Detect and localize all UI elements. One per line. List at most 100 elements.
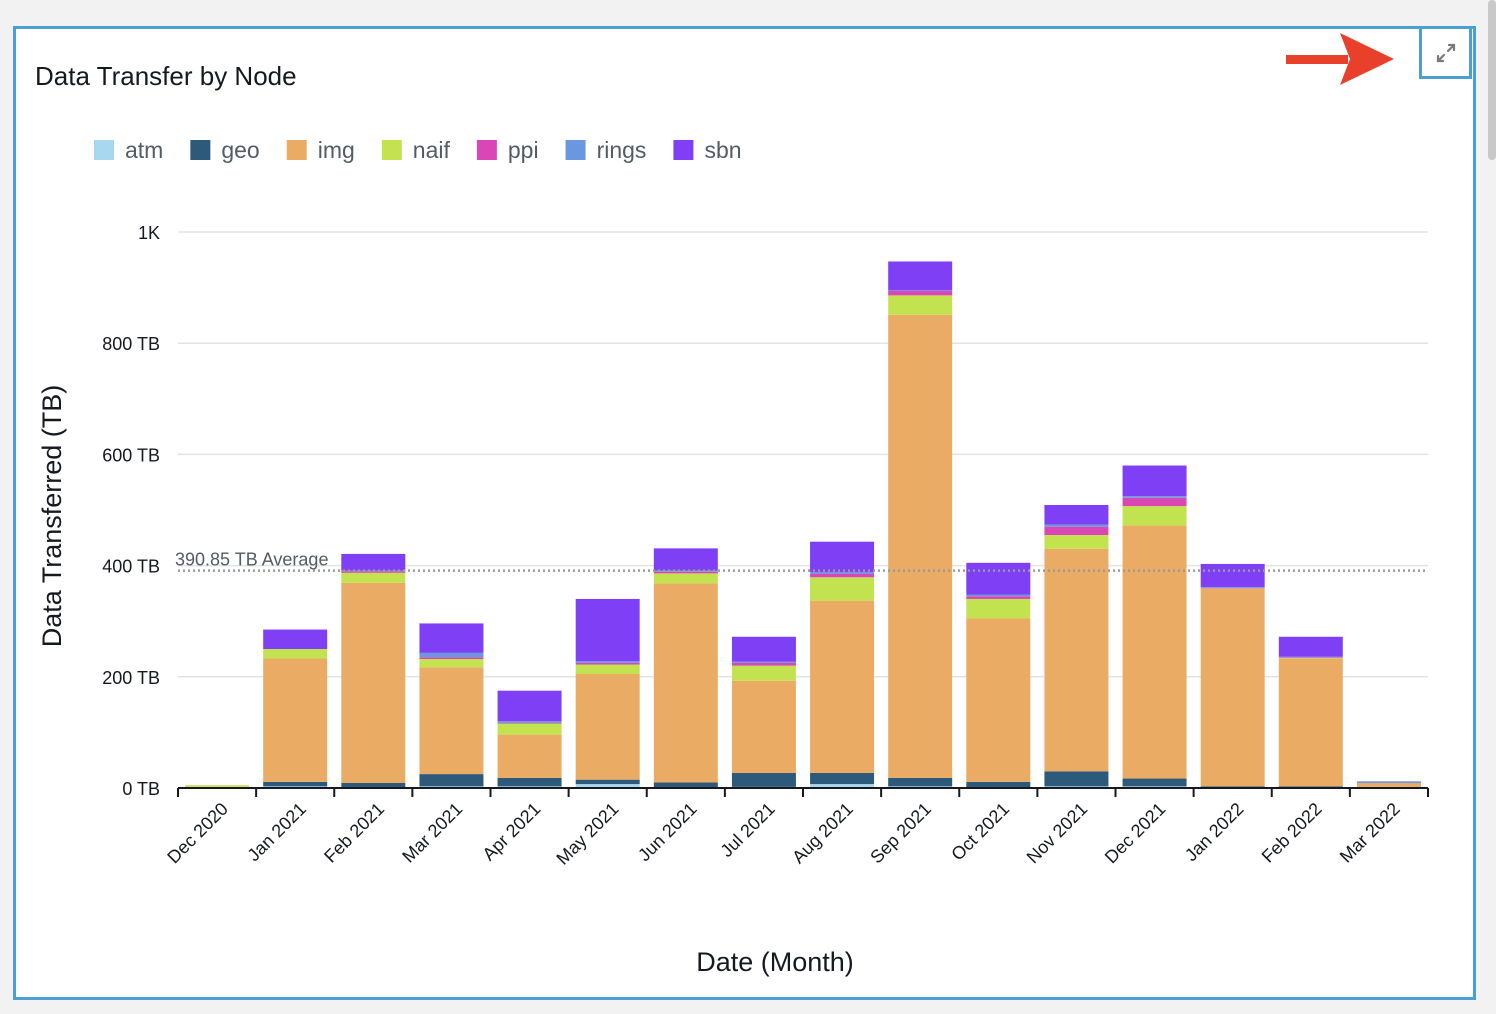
legend-label-img: img <box>318 137 355 163</box>
bar-segment-geo <box>419 774 484 787</box>
legend-swatch-rings <box>565 140 586 160</box>
bar-segment-naif <box>263 649 328 659</box>
bar-segment-naif <box>497 723 562 735</box>
legend-label-ppi: ppi <box>508 137 539 163</box>
bar-segment-rings <box>1356 781 1421 783</box>
chart-panel: Data Transfer by Node atm geo img naif ppi ri… <box>13 26 1476 1000</box>
bar-segment-geo <box>888 777 953 787</box>
bar-segment-sbn <box>653 548 718 571</box>
bar-segment-img <box>575 674 640 780</box>
legend-swatch-ppi <box>476 140 497 160</box>
bar-segment-sbn <box>1122 465 1187 497</box>
bar-segment-naif <box>419 659 484 668</box>
x-tick-label: Sep 2021 <box>866 799 935 868</box>
bar-segment-sbn <box>575 598 640 662</box>
stacked-bar-chart: atm geo img naif ppi rings sbn 0 TB 200 TB 400 TB… <box>37 137 1429 977</box>
bar-segment-rings <box>1044 524 1109 527</box>
y-axis-title: Data Transferred (TB) <box>37 385 67 648</box>
bar-segment-naif <box>1200 588 1265 589</box>
bar-segment-ppi <box>1122 497 1187 507</box>
panel-title: Data Transfer by Node <box>35 61 297 91</box>
bar-segment-geo <box>497 777 562 787</box>
legend-label-sbn: sbn <box>704 137 741 163</box>
bar-segment-img <box>1200 588 1265 787</box>
x-tick-label: Aug 2021 <box>788 799 857 868</box>
x-tick-label: Jan 2021 <box>243 799 310 866</box>
bar-segment-sbn <box>966 562 1031 595</box>
bar-segment-rings <box>966 594 1031 597</box>
bar-segment-img <box>1122 525 1187 779</box>
bar-segment-geo <box>1200 786 1265 788</box>
y-tick-label: 400 TB <box>102 557 160 577</box>
legend-label-atm: atm <box>125 137 163 163</box>
bar-segment-img <box>653 583 718 783</box>
x-tick-label: Mar 2021 <box>398 799 466 867</box>
x-tick-label: Apr 2021 <box>479 799 545 865</box>
bar-segment-sbn <box>810 541 875 573</box>
bar-segment-atm <box>575 784 640 788</box>
bar-segment-rings <box>1278 656 1343 658</box>
x-tick-label: Nov 2021 <box>1023 799 1092 868</box>
bar-segment-sbn <box>888 261 953 291</box>
bar-segment-naif <box>1044 535 1109 549</box>
x-tick-label: Mar 2022 <box>1336 799 1404 867</box>
bar-segment-rings <box>810 572 875 574</box>
x-axis-title: Date (Month) <box>696 947 854 977</box>
bar-segment-img <box>497 734 562 778</box>
bar-segment-geo <box>810 772 875 785</box>
bar-segment-rings <box>653 570 718 572</box>
x-tick-label: Feb 2022 <box>1258 799 1326 867</box>
bar-segment-geo <box>1278 786 1343 788</box>
legend-label-geo: geo <box>221 137 259 163</box>
y-tick-label: 800 TB <box>102 334 160 354</box>
bar-segment-ppi <box>653 571 718 574</box>
bar-segment-naif <box>575 664 640 675</box>
bar-segment-img <box>1044 548 1109 772</box>
bar-segment-sbn <box>1044 504 1109 525</box>
bar-segment-img <box>810 600 875 773</box>
bar-segment-ppi <box>731 662 796 666</box>
bar-segment-ppi <box>888 290 953 296</box>
bar-segment-ppi <box>341 571 406 573</box>
bar-segment-naif <box>1278 657 1343 659</box>
bar-segment-ppi <box>1200 587 1265 589</box>
expand-button[interactable] <box>1419 26 1472 79</box>
bar-segment-rings <box>419 652 484 658</box>
bar-segment-sbn <box>1278 636 1343 657</box>
bar-segment-img <box>966 618 1031 782</box>
average-label: 390.85 TB Average <box>175 550 328 570</box>
bar-segment-img <box>263 658 328 782</box>
bar-segment-img <box>419 667 484 775</box>
x-tick-label: May 2021 <box>552 799 622 869</box>
bar-segment-naif <box>731 665 796 681</box>
x-tick-label: Feb 2021 <box>320 799 388 867</box>
bar-segment-img <box>888 314 953 778</box>
bar-segment-naif <box>341 572 406 583</box>
bar-segment-naif <box>966 598 1031 619</box>
bar-segment-geo <box>966 781 1031 788</box>
bar-segment-ppi <box>966 596 1031 599</box>
x-tick-label: Jun 2021 <box>634 799 701 866</box>
bar-segment-sbn <box>731 636 796 662</box>
bar-segment-ppi <box>1044 526 1109 536</box>
bar-segment-ppi <box>419 657 484 660</box>
bar-segment-img <box>1356 782 1421 787</box>
bar-segment-geo <box>263 781 328 787</box>
bar-segment-rings <box>497 721 562 723</box>
bar-segment-img <box>341 582 406 783</box>
bar-segment-geo <box>1122 778 1187 787</box>
bar-segment-naif <box>653 573 718 584</box>
bar-segment-naif <box>810 577 875 601</box>
page-scrollbar[interactable] <box>1488 0 1496 160</box>
x-tick-label: Dec 2021 <box>1101 799 1170 868</box>
legend-swatch-img <box>286 140 307 160</box>
bar-segment-rings <box>1122 496 1187 498</box>
bar-segment-ppi <box>497 722 562 724</box>
y-tick-label: 0 TB <box>122 779 160 799</box>
bar-segment-geo <box>341 782 406 788</box>
bar-segment-naif <box>185 785 250 787</box>
bar-segment-naif <box>1122 506 1187 526</box>
bar-segment-geo <box>1044 771 1109 787</box>
red-arrow-icon <box>1286 33 1394 85</box>
bar-segment-sbn <box>1200 563 1265 588</box>
